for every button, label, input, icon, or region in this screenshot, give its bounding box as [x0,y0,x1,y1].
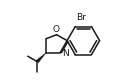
Polygon shape [36,53,46,63]
Text: Br: Br [76,13,86,22]
Text: O: O [53,25,60,34]
Text: N: N [62,49,68,58]
